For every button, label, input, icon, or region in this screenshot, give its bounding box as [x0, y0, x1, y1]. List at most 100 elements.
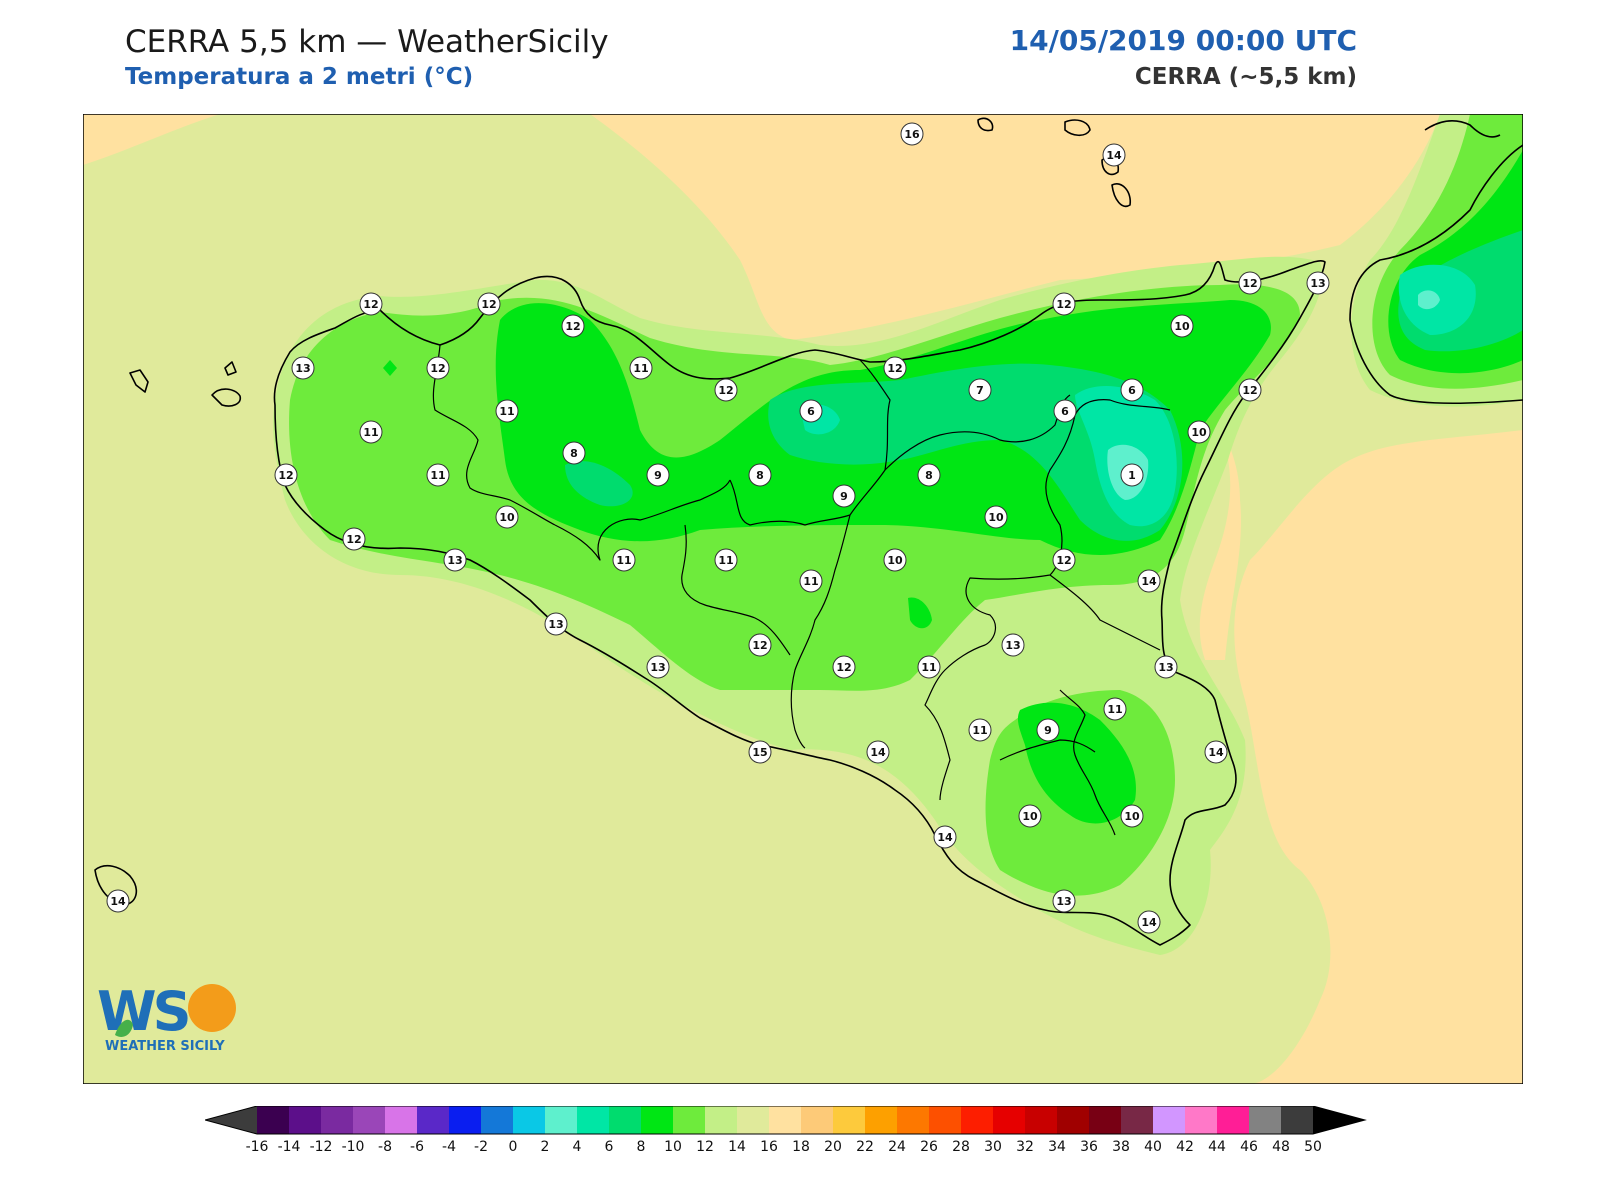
station-temp-label: 12 [274, 463, 298, 487]
svg-text:13: 13 [1056, 895, 1071, 908]
colorbar-tick-label: -8 [378, 1139, 392, 1155]
svg-text:7: 7 [976, 384, 984, 397]
station-temp-label: 16 [900, 122, 924, 146]
svg-text:8: 8 [756, 469, 764, 482]
station-temp-label: 10 [984, 505, 1008, 529]
svg-text:11: 11 [616, 554, 631, 567]
svg-text:1: 1 [1128, 469, 1136, 482]
colorbar-tick-label: 4 [573, 1139, 582, 1155]
colorbar-tick-label: -14 [278, 1139, 301, 1155]
colorbar-swatch [353, 1106, 385, 1134]
colorbar-swatch [833, 1106, 865, 1134]
colorbar-swatch [321, 1106, 353, 1134]
station-temp-label: 11 [495, 399, 519, 423]
station-temp-label: 9 [832, 484, 856, 508]
station-temp-label: 1 [1120, 463, 1144, 487]
station-temp-label: 12 [883, 356, 907, 380]
station-temp-label: 12 [748, 633, 772, 657]
station-temp-label: 7 [968, 378, 992, 402]
station-temp-label: 13 [1306, 271, 1330, 295]
station-temp-label: 12 [714, 378, 738, 402]
station-temp-label: 14 [1137, 910, 1161, 934]
svg-text:10: 10 [499, 511, 515, 524]
colorbar-swatch [545, 1106, 577, 1134]
colorbar-tick-label: 28 [952, 1139, 970, 1155]
station-temp-label: 10 [1120, 804, 1144, 828]
svg-text:11: 11 [972, 724, 987, 737]
svg-text:14: 14 [110, 895, 126, 908]
station-temp-label: 12 [1052, 548, 1076, 572]
station-temp-label: 12 [1238, 378, 1262, 402]
svg-text:11: 11 [803, 575, 818, 588]
svg-text:9: 9 [654, 469, 662, 482]
colorbar-tick-label: -2 [474, 1139, 488, 1155]
colorbar-swatch [1025, 1106, 1057, 1134]
svg-text:13: 13 [1158, 661, 1173, 674]
station-temp-label: 10 [883, 548, 907, 572]
station-temp-label: 13 [1001, 633, 1025, 657]
colorbar-tick-label: 18 [792, 1139, 810, 1155]
station-temp-label: 12 [342, 527, 366, 551]
colorbar-tick-label: -12 [310, 1139, 333, 1155]
station-temp-label: 8 [917, 463, 941, 487]
station-temp-label: 11 [714, 548, 738, 572]
station-temp-label: 12 [426, 356, 450, 380]
map-subtitle: Temperatura a 2 metri (°C) [125, 64, 474, 90]
svg-text:12: 12 [278, 469, 293, 482]
colorbar-swatch [289, 1106, 321, 1134]
station-temp-label: 6 [1120, 378, 1144, 402]
colorbar-tick-label: 24 [888, 1139, 906, 1155]
svg-text:8: 8 [925, 469, 933, 482]
colorbar-tick-label: 34 [1048, 1139, 1066, 1155]
svg-text:11: 11 [430, 469, 445, 482]
colorbar-tick-label: 6 [605, 1139, 614, 1155]
colorbar-swatch [1249, 1106, 1281, 1134]
svg-text:10: 10 [1022, 810, 1038, 823]
station-temp-label: 11 [612, 548, 636, 572]
colorbar-tick-label: 38 [1112, 1139, 1130, 1155]
station-temp-label: 8 [562, 441, 586, 465]
svg-text:11: 11 [363, 426, 378, 439]
colorbar-tick-label: -10 [342, 1139, 365, 1155]
svg-text:12: 12 [752, 639, 767, 652]
station-temp-label: 8 [748, 463, 772, 487]
station-temp-label: 9 [1036, 718, 1060, 742]
svg-text:13: 13 [650, 661, 665, 674]
svg-text:14: 14 [937, 831, 953, 844]
colorbar-swatch [993, 1106, 1025, 1134]
svg-text:14: 14 [1141, 575, 1157, 588]
colorbar-swatch [737, 1106, 769, 1134]
colorbar-swatch [897, 1106, 929, 1134]
colorbar-swatch [257, 1106, 289, 1134]
colorbar-over-arrow [1313, 1106, 1365, 1134]
svg-text:12: 12 [363, 298, 378, 311]
station-temp-label: 15 [748, 740, 772, 764]
station-temp-label: 12 [1238, 271, 1262, 295]
svg-text:10: 10 [1124, 810, 1140, 823]
colorbar-tick-label: 16 [760, 1139, 778, 1155]
station-temp-label: 13 [291, 356, 315, 380]
colorbar-swatch [705, 1106, 737, 1134]
colorbar-swatch [1089, 1106, 1121, 1134]
svg-text:14: 14 [870, 746, 886, 759]
svg-text:14: 14 [1106, 149, 1122, 162]
svg-text:14: 14 [1208, 746, 1224, 759]
land-temperature-field [273, 114, 1523, 955]
colorbar-tick-label: 30 [984, 1139, 1002, 1155]
colorbar-swatch [577, 1106, 609, 1134]
colorbar-tick-label: 12 [696, 1139, 714, 1155]
station-temp-label: 12 [1052, 292, 1076, 316]
colorbar-swatch [609, 1106, 641, 1134]
station-temp-label: 14 [106, 889, 130, 913]
station-temp-label: 10 [1170, 314, 1194, 338]
svg-text:6: 6 [1128, 384, 1136, 397]
colorbar-swatch [1153, 1106, 1185, 1134]
svg-text:15: 15 [752, 746, 767, 759]
colorbar-swatch [1057, 1106, 1089, 1134]
station-temp-label: 13 [1154, 655, 1178, 679]
logo-text: WEATHER SICILY [105, 1039, 225, 1054]
station-temp-label: 13 [646, 655, 670, 679]
colorbar-swatch [801, 1106, 833, 1134]
svg-text:12: 12 [836, 661, 851, 674]
